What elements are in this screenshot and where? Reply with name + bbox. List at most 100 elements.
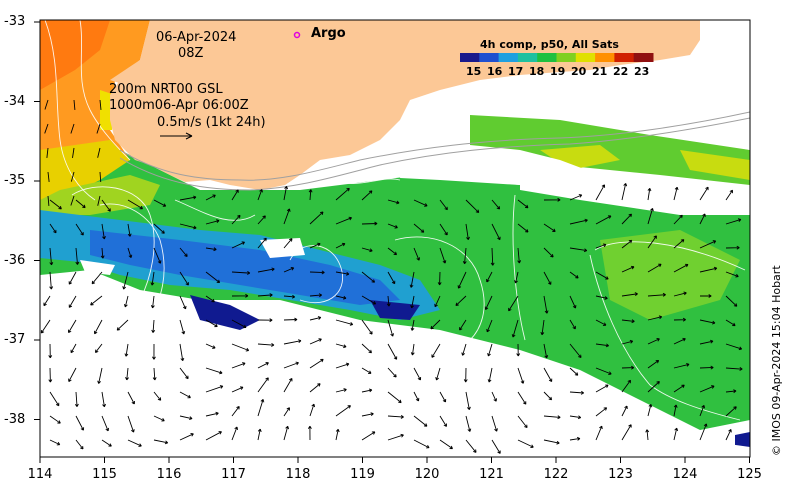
current-vector [257, 237, 267, 249]
current-vector [91, 271, 103, 285]
current-vector [413, 199, 428, 207]
land-mass [110, 20, 700, 190]
current-vector [361, 319, 373, 335]
current-vector [490, 247, 495, 266]
current-vector [122, 271, 129, 290]
current-vector [462, 247, 467, 265]
current-vector [387, 223, 398, 229]
current-vector [543, 197, 561, 202]
current-vector [257, 293, 273, 297]
current-vector [621, 424, 632, 441]
current-vector [459, 319, 467, 331]
current-vector [439, 415, 447, 427]
current-vector [699, 319, 716, 325]
colorbar-tick: 21 [592, 65, 608, 78]
current-vector [70, 123, 75, 134]
current-vector [335, 295, 347, 300]
current-vector [283, 238, 293, 249]
current-vector [673, 263, 689, 273]
current-vector [75, 199, 86, 209]
current-vector [153, 391, 162, 401]
current-vector [725, 389, 737, 394]
current-vector [543, 391, 553, 401]
x-tick-label: 116 [156, 467, 182, 482]
current-vector [487, 367, 493, 383]
current-vector [94, 343, 103, 353]
current-vector [435, 367, 441, 381]
current-vector [127, 247, 133, 259]
current-vector [543, 223, 556, 232]
current-vector [725, 343, 743, 351]
current-vector [621, 265, 635, 273]
current-vector [205, 295, 215, 303]
current-vector [455, 295, 467, 307]
colorbar-tick: 18 [529, 65, 545, 78]
current-vector [434, 295, 441, 308]
current-time-label: 1000m06-Apr 06:00Z [109, 98, 249, 113]
current-vector [673, 337, 686, 345]
current-vector [335, 388, 347, 393]
current-vector [100, 247, 105, 259]
current-vector [283, 361, 299, 369]
current-vector [153, 247, 162, 264]
current-vector [361, 295, 377, 305]
current-vector [283, 208, 291, 225]
current-vector [465, 439, 477, 453]
current-vector [179, 433, 194, 441]
current-vector [309, 316, 322, 321]
current-vector [283, 377, 293, 393]
current-vector [647, 381, 660, 393]
current-vector [569, 390, 585, 395]
current-vector [621, 319, 635, 324]
current-vector [73, 99, 76, 110]
current-vector [387, 247, 398, 256]
colorbar [460, 53, 654, 62]
y-tick-label: -37 [4, 332, 26, 347]
current-vector [257, 343, 275, 347]
current-vector [179, 247, 188, 257]
current-vector [569, 271, 579, 279]
current-vector [93, 319, 103, 335]
current-vector [68, 367, 77, 382]
current-vector [595, 384, 609, 393]
current-vector [673, 186, 679, 201]
current-vector [205, 219, 220, 225]
current-vector [231, 426, 239, 441]
current-vector [673, 427, 679, 441]
current-vector [595, 343, 609, 348]
current-vector [430, 319, 441, 330]
current-vector [699, 266, 718, 273]
current-vector [699, 423, 708, 441]
current-vector [491, 199, 501, 210]
current-vector [153, 199, 167, 207]
current-vector [99, 171, 102, 183]
sst-band-east [470, 115, 750, 185]
current-vector [508, 295, 519, 312]
current-vector [621, 339, 634, 345]
current-vector [97, 195, 101, 206]
date-label: 06-Apr-2024 [156, 30, 237, 45]
current-vector [413, 367, 422, 381]
current-vector [387, 433, 404, 441]
current-vector [283, 294, 296, 299]
current-vector [179, 415, 193, 421]
current-vector [437, 271, 442, 286]
x-tick-label: 124 [672, 467, 698, 482]
current-vector [595, 295, 608, 300]
scale-arrow [160, 132, 193, 140]
current-vector [283, 317, 298, 322]
current-vector [543, 271, 552, 285]
current-vector [47, 195, 50, 206]
current-vector [673, 362, 690, 369]
current-vector [283, 266, 295, 273]
current-vector [49, 439, 61, 446]
current-vector [645, 429, 650, 441]
current-vector [491, 391, 497, 402]
current-vector [257, 189, 263, 201]
current-vector [231, 362, 246, 369]
current-vector [517, 247, 522, 264]
current-vector [74, 391, 79, 407]
current-vector [621, 379, 631, 393]
current-vector [179, 367, 189, 380]
current-source-label: 200m NRT00 GSL [109, 82, 223, 97]
